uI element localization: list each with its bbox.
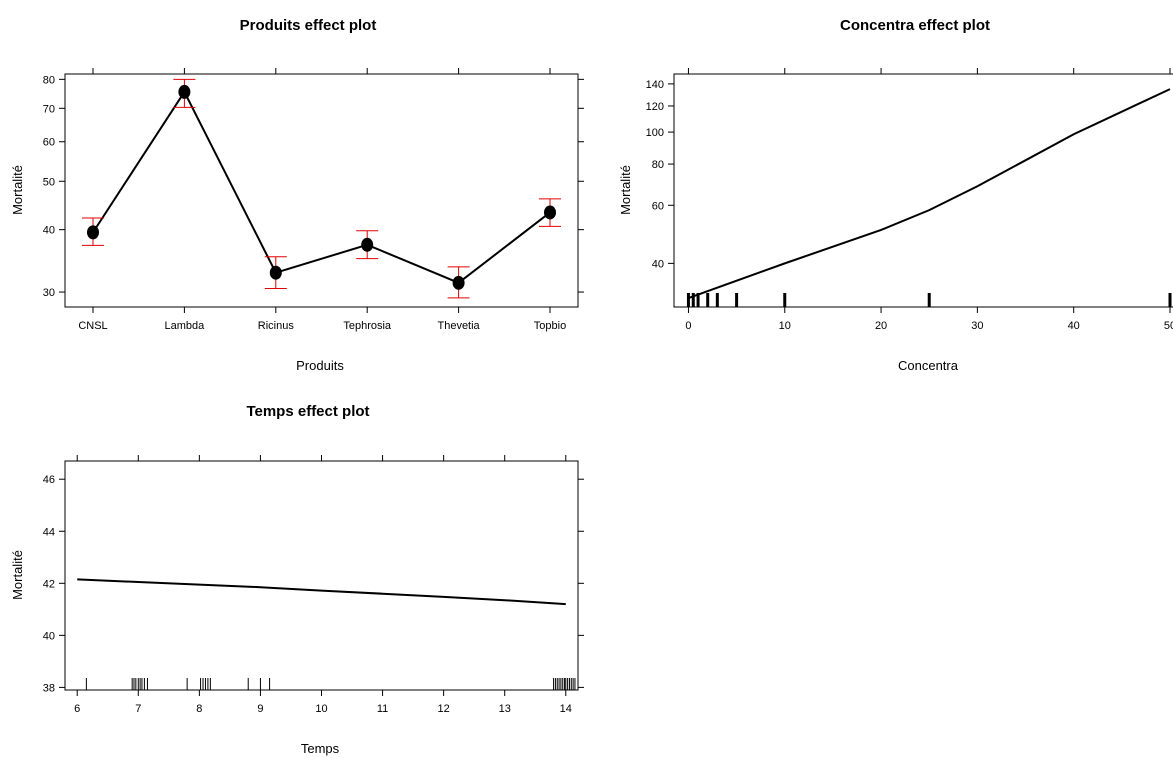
y-tick-label: 40	[43, 630, 55, 642]
x-tick-label: Thevetia	[437, 320, 480, 332]
y-tick-label: 60	[43, 137, 55, 149]
data-point	[544, 205, 556, 220]
x-tick-label: 30	[971, 320, 983, 332]
effect-line	[77, 578, 566, 606]
produits-x-axis-label: Produits	[296, 358, 344, 373]
x-tick-label: 7	[135, 703, 141, 715]
x-tick-label: 10	[315, 703, 327, 715]
y-tick-label: 140	[646, 79, 664, 91]
y-tick-label: 40	[652, 258, 664, 270]
temps-title: Temps effect plot	[246, 403, 369, 420]
x-tick-label: Ricinus	[258, 320, 295, 332]
concentra-x-axis-label: Concentra	[898, 358, 959, 373]
x-tick-label: 9	[257, 703, 263, 715]
data-point	[269, 265, 282, 280]
x-tick-label: 6	[74, 703, 80, 715]
y-tick-label: 120	[646, 101, 664, 113]
temps-x-axis-label: Temps	[301, 741, 340, 756]
produits-title: Produits effect plot	[240, 17, 377, 34]
concentra-y-axis-label: Mortalité	[618, 165, 633, 215]
effect-line	[688, 88, 1171, 299]
x-tick-label: 13	[499, 703, 511, 715]
x-tick-label: 8	[196, 703, 202, 715]
x-tick-label: 0	[685, 320, 691, 332]
x-tick-label: 50	[1164, 320, 1173, 332]
produits-y-axis-label: Mortalité	[10, 165, 25, 215]
x-tick-label: Tephrosia	[343, 320, 392, 332]
y-tick-label: 100	[646, 127, 664, 139]
temps-panel: Temps effect plot Mortalité Temps 38 40 42…	[10, 403, 584, 756]
x-tick-label: Lambda	[165, 320, 206, 332]
data-point	[87, 225, 99, 240]
concentra-panel: Concentra effect plot Mortalité Concentr…	[618, 17, 1173, 373]
y-tick-label: 60	[652, 200, 664, 212]
y-tick-label: 80	[43, 74, 55, 86]
y-tick-label: 70	[43, 103, 55, 115]
y-tick-label: 46	[43, 474, 55, 486]
x-tick-label: 11	[377, 703, 388, 715]
y-tick-label: 44	[43, 526, 55, 538]
x-tick-label: Topbio	[534, 320, 566, 332]
effect-line	[92, 89, 551, 284]
data-point	[452, 275, 465, 290]
temps-y-axis-label: Mortalité	[10, 550, 25, 600]
temps-plot-frame	[64, 460, 579, 691]
y-tick-label: 30	[43, 287, 55, 299]
x-tick-label: 40	[1068, 320, 1080, 332]
x-tick-label: 14	[560, 703, 572, 715]
concentra-title: Concentra effect plot	[840, 17, 990, 34]
x-tick-label: CNSL	[78, 320, 107, 332]
produits-plot-frame	[64, 73, 579, 308]
concentra-plot-frame	[673, 73, 1173, 308]
x-tick-label: 10	[779, 320, 791, 332]
produits-panel: Produits effect plot Mortalité Produits …	[10, 17, 584, 373]
y-tick-label: 40	[43, 225, 55, 237]
y-tick-label: 38	[43, 682, 55, 694]
y-tick-label: 42	[43, 578, 55, 590]
x-tick-label: 20	[875, 320, 887, 332]
y-tick-label: 80	[652, 159, 664, 171]
data-point	[178, 84, 191, 99]
x-tick-label: 12	[438, 703, 450, 715]
y-tick-label: 50	[43, 176, 55, 188]
data-point	[361, 237, 374, 252]
